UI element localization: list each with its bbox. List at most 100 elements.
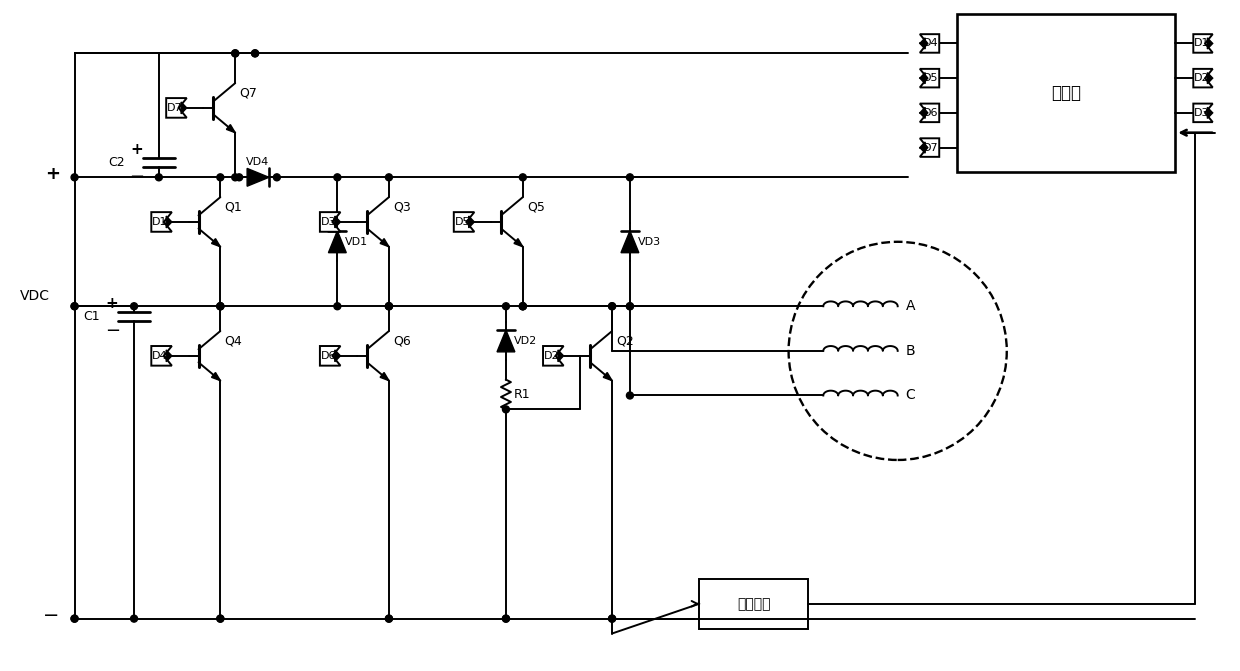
- Circle shape: [609, 303, 615, 310]
- Circle shape: [232, 174, 238, 180]
- Text: +: +: [105, 296, 119, 311]
- Polygon shape: [1208, 107, 1213, 118]
- Circle shape: [502, 615, 510, 622]
- Text: A: A: [905, 299, 915, 313]
- Polygon shape: [320, 212, 341, 231]
- Circle shape: [71, 615, 78, 622]
- Circle shape: [386, 303, 392, 310]
- Circle shape: [71, 174, 78, 180]
- Circle shape: [252, 50, 258, 57]
- Text: −: −: [129, 168, 145, 186]
- Circle shape: [502, 303, 510, 310]
- Circle shape: [232, 50, 238, 57]
- Polygon shape: [329, 231, 346, 253]
- Circle shape: [217, 303, 223, 310]
- Circle shape: [71, 303, 78, 310]
- Text: C: C: [905, 389, 915, 403]
- Circle shape: [520, 174, 526, 180]
- Circle shape: [609, 615, 615, 622]
- Circle shape: [609, 303, 615, 310]
- Polygon shape: [166, 98, 187, 117]
- Polygon shape: [181, 102, 187, 114]
- Text: D2: D2: [1194, 73, 1209, 83]
- Circle shape: [252, 50, 258, 57]
- Text: 单片机: 单片机: [1052, 84, 1081, 102]
- Circle shape: [520, 303, 526, 310]
- Polygon shape: [1208, 38, 1213, 49]
- Text: D4: D4: [923, 38, 939, 48]
- Text: Q1: Q1: [224, 201, 242, 213]
- Polygon shape: [920, 107, 925, 118]
- Circle shape: [386, 615, 392, 622]
- Text: +: +: [130, 142, 144, 158]
- Polygon shape: [603, 372, 613, 380]
- Circle shape: [217, 174, 223, 180]
- Circle shape: [520, 303, 526, 310]
- Text: Q3: Q3: [393, 201, 410, 213]
- Text: D7: D7: [167, 103, 182, 113]
- Polygon shape: [335, 350, 341, 362]
- Polygon shape: [212, 239, 221, 247]
- FancyBboxPatch shape: [957, 13, 1176, 172]
- Polygon shape: [151, 212, 172, 231]
- Circle shape: [217, 303, 223, 310]
- Text: −: −: [43, 606, 60, 625]
- Text: +: +: [45, 165, 60, 183]
- Circle shape: [502, 406, 510, 413]
- Polygon shape: [166, 216, 172, 228]
- Circle shape: [217, 615, 223, 622]
- Text: D7: D7: [923, 142, 939, 152]
- Text: Q2: Q2: [616, 334, 634, 348]
- Circle shape: [386, 303, 392, 310]
- Circle shape: [334, 303, 341, 310]
- Text: Q4: Q4: [224, 334, 242, 348]
- Polygon shape: [227, 125, 236, 133]
- Polygon shape: [454, 212, 475, 231]
- Polygon shape: [920, 142, 925, 153]
- Text: Q7: Q7: [239, 87, 257, 99]
- Text: D3: D3: [321, 217, 336, 227]
- Text: D3: D3: [1194, 108, 1209, 118]
- Circle shape: [71, 303, 78, 310]
- Polygon shape: [920, 69, 939, 87]
- Circle shape: [130, 615, 138, 622]
- Text: R1: R1: [513, 388, 531, 401]
- Text: D5: D5: [455, 217, 470, 227]
- Polygon shape: [1193, 34, 1213, 53]
- Circle shape: [217, 303, 223, 310]
- Polygon shape: [621, 231, 639, 253]
- Text: Q6: Q6: [393, 334, 410, 348]
- Polygon shape: [335, 216, 341, 228]
- Polygon shape: [166, 350, 172, 362]
- Text: D4: D4: [153, 351, 167, 361]
- Text: VDC: VDC: [20, 289, 50, 303]
- Circle shape: [626, 392, 634, 399]
- Polygon shape: [1193, 69, 1213, 87]
- Text: D6: D6: [924, 108, 939, 118]
- Polygon shape: [320, 346, 341, 366]
- Circle shape: [273, 174, 280, 180]
- Polygon shape: [513, 239, 523, 247]
- Polygon shape: [920, 34, 939, 53]
- Circle shape: [236, 174, 243, 180]
- Circle shape: [232, 50, 238, 57]
- Polygon shape: [381, 239, 389, 247]
- Polygon shape: [920, 72, 925, 84]
- Circle shape: [130, 303, 138, 310]
- Polygon shape: [558, 350, 563, 362]
- Circle shape: [609, 615, 615, 622]
- Circle shape: [626, 174, 634, 180]
- Polygon shape: [1193, 103, 1213, 122]
- Circle shape: [626, 303, 634, 310]
- Text: D1: D1: [1194, 38, 1209, 48]
- Circle shape: [71, 615, 78, 622]
- Text: VD4: VD4: [247, 158, 269, 167]
- Polygon shape: [381, 372, 389, 380]
- Text: D5: D5: [924, 73, 939, 83]
- Circle shape: [626, 303, 634, 310]
- Polygon shape: [469, 216, 475, 228]
- Text: 放大电路: 放大电路: [737, 597, 770, 611]
- Text: Q5: Q5: [527, 201, 544, 213]
- FancyBboxPatch shape: [699, 579, 808, 629]
- Text: C1: C1: [84, 309, 100, 323]
